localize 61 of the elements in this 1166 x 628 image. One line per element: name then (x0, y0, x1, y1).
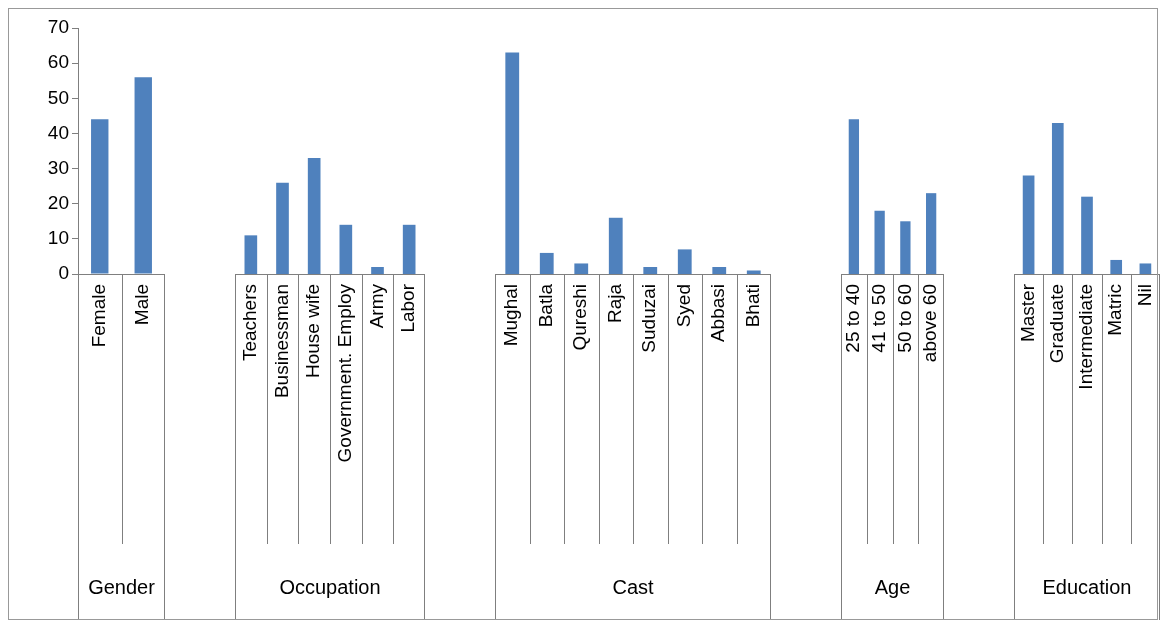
bar (402, 224, 416, 274)
bar (371, 266, 384, 274)
x-axis-title: Occupation (279, 575, 381, 598)
x-tick-label: Businessman (270, 284, 292, 399)
bar (244, 235, 258, 274)
x-tick-label: Abbasi (707, 284, 729, 343)
x-tick-label: Suduzai (638, 284, 660, 353)
x-tick-label: 41 to 50 (867, 284, 889, 353)
y-tick-label: 70 (47, 16, 69, 38)
y-tick-label: 60 (47, 51, 69, 73)
y-tick-label: 50 (47, 86, 69, 108)
bar (339, 224, 353, 274)
bar (1139, 263, 1152, 274)
x-axis-title: Cast (612, 575, 654, 598)
x-tick-label: Qureshi (569, 284, 591, 351)
bar (925, 193, 937, 274)
bar (1022, 175, 1035, 274)
x-tick-label: 50 to 60 (893, 284, 915, 353)
bar (746, 270, 761, 274)
y-tick-label: 30 (47, 156, 69, 178)
y-tick-label: 0 (58, 262, 69, 284)
x-tick-label: 25 to 40 (842, 284, 864, 353)
x-axis-title: Gender (88, 575, 156, 598)
y-tick-label: 20 (47, 191, 69, 213)
bar (1110, 259, 1123, 274)
x-tick-label: Mughal (500, 284, 522, 347)
x-tick-label: Bhati (741, 284, 763, 328)
bar (643, 266, 658, 274)
bar (307, 158, 321, 274)
x-tick-label: Teachers (239, 284, 261, 362)
bar (848, 119, 860, 274)
bar (712, 266, 727, 274)
bar (1051, 122, 1064, 274)
y-tick-label: 40 (47, 121, 69, 143)
x-tick-label: Male (131, 284, 153, 326)
x-tick-label: above 60 (919, 284, 941, 363)
x-tick-label: Syed (672, 284, 694, 328)
x-tick-label: Batla (534, 283, 556, 328)
bar (874, 210, 885, 274)
x-tick-label: Labor (397, 283, 419, 333)
x-tick-label: Raja (603, 283, 625, 324)
x-tick-label: Female (87, 284, 109, 348)
bar (505, 52, 520, 274)
bar (677, 249, 692, 274)
bar (1081, 196, 1093, 274)
x-tick-label: Intermediate (1075, 284, 1097, 390)
bar (574, 263, 589, 274)
bar (900, 221, 911, 274)
y-tick-label: 10 (47, 227, 69, 249)
x-tick-label: Army (365, 283, 387, 329)
x-tick-label: Matric (1104, 284, 1126, 336)
x-tick-label: House wife (302, 284, 324, 378)
bar (539, 252, 554, 274)
bar (608, 217, 623, 274)
x-tick-label: Government. Employ (334, 283, 356, 463)
x-axis-title: Education (1042, 575, 1132, 598)
bar (276, 182, 289, 274)
x-axis-title: Age (874, 575, 911, 598)
x-tick-label: Nil (1133, 284, 1155, 307)
x-tick-label: Master (1016, 283, 1038, 343)
x-tick-label: Graduate (1046, 284, 1068, 364)
